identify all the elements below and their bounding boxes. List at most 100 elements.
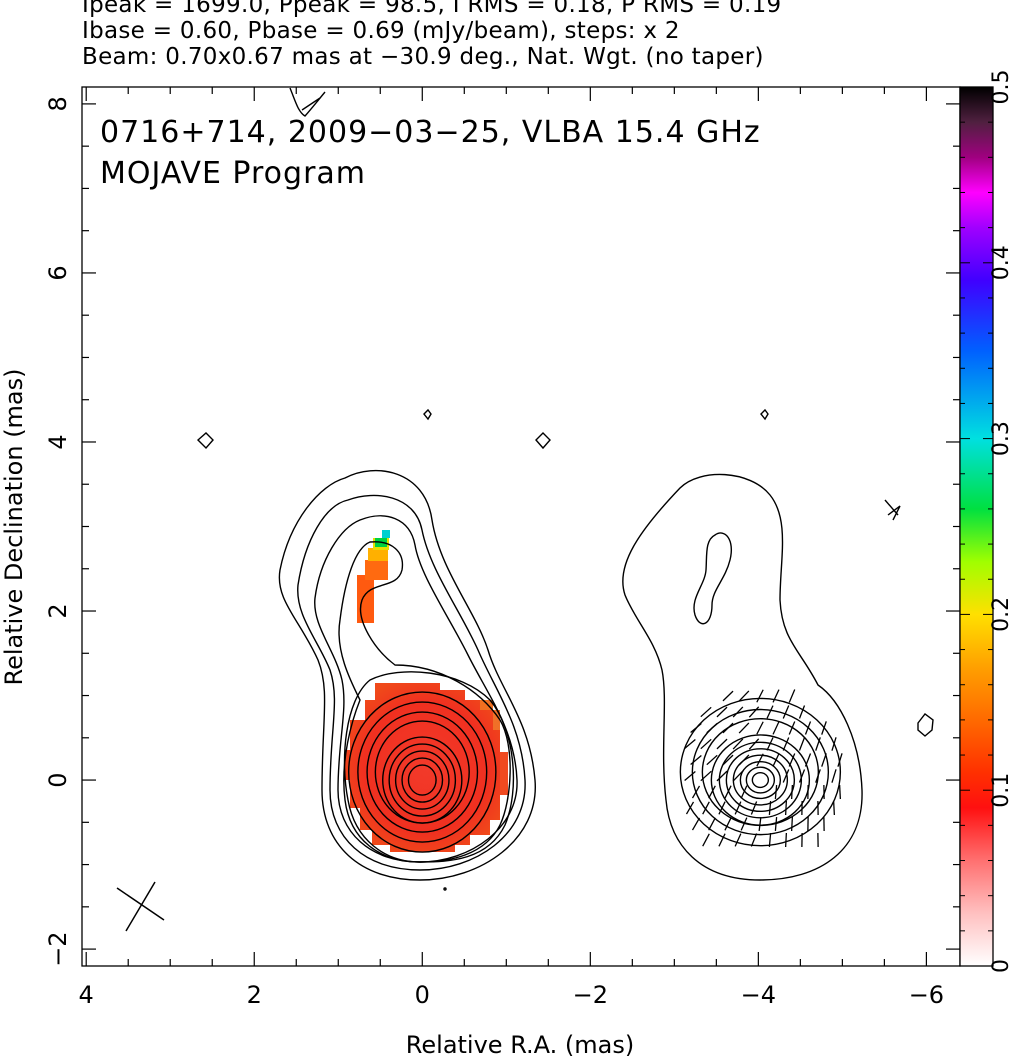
- evpa-vector: [734, 833, 742, 847]
- evpa-vector: [732, 706, 744, 718]
- evpa-vector: [724, 785, 732, 799]
- evpa-vector: [790, 784, 794, 800]
- evpa-vector: [798, 705, 806, 719]
- evpa-vector: [748, 706, 760, 718]
- evpa-vector: [766, 705, 774, 719]
- contour-left: [343, 671, 515, 863]
- evpa-vector: [772, 689, 780, 703]
- contour-feature: [289, 87, 326, 117]
- contour-feature: [917, 713, 934, 737]
- beam-minor-axis: [116, 887, 165, 921]
- evpa-vector: [774, 784, 778, 800]
- evpa-vector: [684, 771, 696, 781]
- x-tick-label: −4: [741, 981, 776, 1009]
- evpa-vector: [788, 753, 796, 767]
- contour-feature: [301, 97, 321, 111]
- evpa-vector: [821, 753, 827, 767]
- evpa-vector: [690, 723, 702, 733]
- pol-jet-pixel: [382, 530, 390, 538]
- evpa-vector: [788, 721, 796, 735]
- evpa-vector: [691, 817, 701, 831]
- evpa-vector: [798, 769, 806, 783]
- evpa-vector: [774, 816, 778, 832]
- evpa-vector: [784, 800, 788, 816]
- y-tick-label: 8: [44, 96, 72, 111]
- colorbar-tick-label: 0.1: [989, 773, 1014, 808]
- header-line-peaks: Ipeak = 1699.0, Ppeak = 98.5, I RMS = 0.…: [82, 0, 782, 18]
- beam-major-axis: [125, 881, 156, 932]
- contour-left: [297, 494, 526, 871]
- evpa-vector: [804, 753, 812, 767]
- x-tick-label: 2: [247, 981, 262, 1009]
- evpa-vectors: [684, 689, 843, 848]
- evpa-vector: [740, 817, 748, 831]
- contour-core-left: [388, 743, 457, 817]
- contour-core-right: [679, 697, 842, 847]
- evpa-vector: [734, 801, 742, 815]
- program-annotation: MOJAVE Program: [100, 156, 366, 191]
- contour-feature: [884, 499, 901, 521]
- contour-core-left: [407, 764, 437, 796]
- y-tick-label: 2: [44, 603, 72, 618]
- evpa-vector: [784, 832, 788, 848]
- colorbar-ticks: 0 0.1 0.2 0.3 0.4 0.5: [960, 70, 1014, 973]
- contour-core-left: [394, 750, 450, 810]
- x-tick-label: −2: [573, 981, 608, 1009]
- beam-marker: [116, 881, 165, 932]
- evpa-vector: [708, 817, 716, 831]
- evpa-vector: [782, 769, 790, 783]
- contour-core-left: [357, 701, 488, 843]
- pol-pixel: [493, 710, 500, 730]
- contour-left: [278, 469, 536, 881]
- evpa-vector: [738, 722, 750, 734]
- evpa-vector: [782, 737, 790, 751]
- evpa-vector: [832, 800, 836, 816]
- contour-dot: [443, 887, 447, 891]
- evpa-vector: [772, 721, 780, 735]
- contour-core-right: [725, 748, 796, 813]
- evpa-vector: [768, 800, 772, 816]
- evpa-vector: [756, 753, 764, 767]
- evpa-vector: [691, 785, 701, 799]
- contour-core-right: [691, 708, 830, 836]
- pol-core-region: [345, 683, 508, 852]
- contour-feature: [196, 432, 214, 450]
- evpa-vector: [782, 705, 790, 719]
- evpa-vector: [716, 738, 728, 750]
- colorbar-tick-label: 0.3: [989, 421, 1014, 456]
- evpa-vector: [804, 721, 812, 735]
- contour-core-left: [366, 711, 479, 833]
- evpa-vector: [831, 769, 837, 783]
- y-tick-label: 6: [44, 265, 72, 280]
- contour-core-left: [347, 691, 497, 853]
- evpa-vector: [700, 738, 712, 750]
- evpa-vector: [708, 785, 716, 799]
- contour-core-right: [751, 771, 770, 789]
- evpa-vector: [768, 832, 772, 848]
- x-axis-label: Relative R.A. (mas): [406, 1031, 634, 1059]
- evpa-vector: [831, 737, 837, 751]
- evpa-vector: [815, 737, 821, 751]
- source-annotation: 0716+714, 2009−03−25, VLBA 15.4 GHz: [100, 115, 761, 150]
- evpa-vector: [684, 739, 696, 749]
- contour-left: [338, 541, 511, 863]
- y-axis-label: Relative Declination (mas): [0, 368, 28, 685]
- contour-core-left: [401, 757, 444, 803]
- evpa-vector: [702, 801, 710, 815]
- colorbar-tick-label: 0.5: [989, 70, 1014, 105]
- evpa-vector: [706, 754, 718, 766]
- contour-lines: [196, 87, 934, 891]
- pol-pixel: [480, 700, 493, 710]
- evpa-vector: [821, 721, 827, 735]
- contour-feature: [535, 432, 551, 450]
- evpa-vector: [718, 833, 726, 847]
- contour-core-right: [718, 741, 803, 819]
- x-tick-label: −6: [909, 981, 944, 1009]
- evpa-vector: [788, 689, 796, 703]
- evpa-vector: [724, 817, 732, 831]
- evpa-vector: [748, 738, 760, 750]
- plot-frame: [81, 86, 961, 967]
- tick-labels: 4 2 0 −2 −4 −6 −2 0 2 4 6 8: [44, 96, 944, 1009]
- evpa-vector: [716, 706, 728, 718]
- contour-feature: [760, 408, 769, 421]
